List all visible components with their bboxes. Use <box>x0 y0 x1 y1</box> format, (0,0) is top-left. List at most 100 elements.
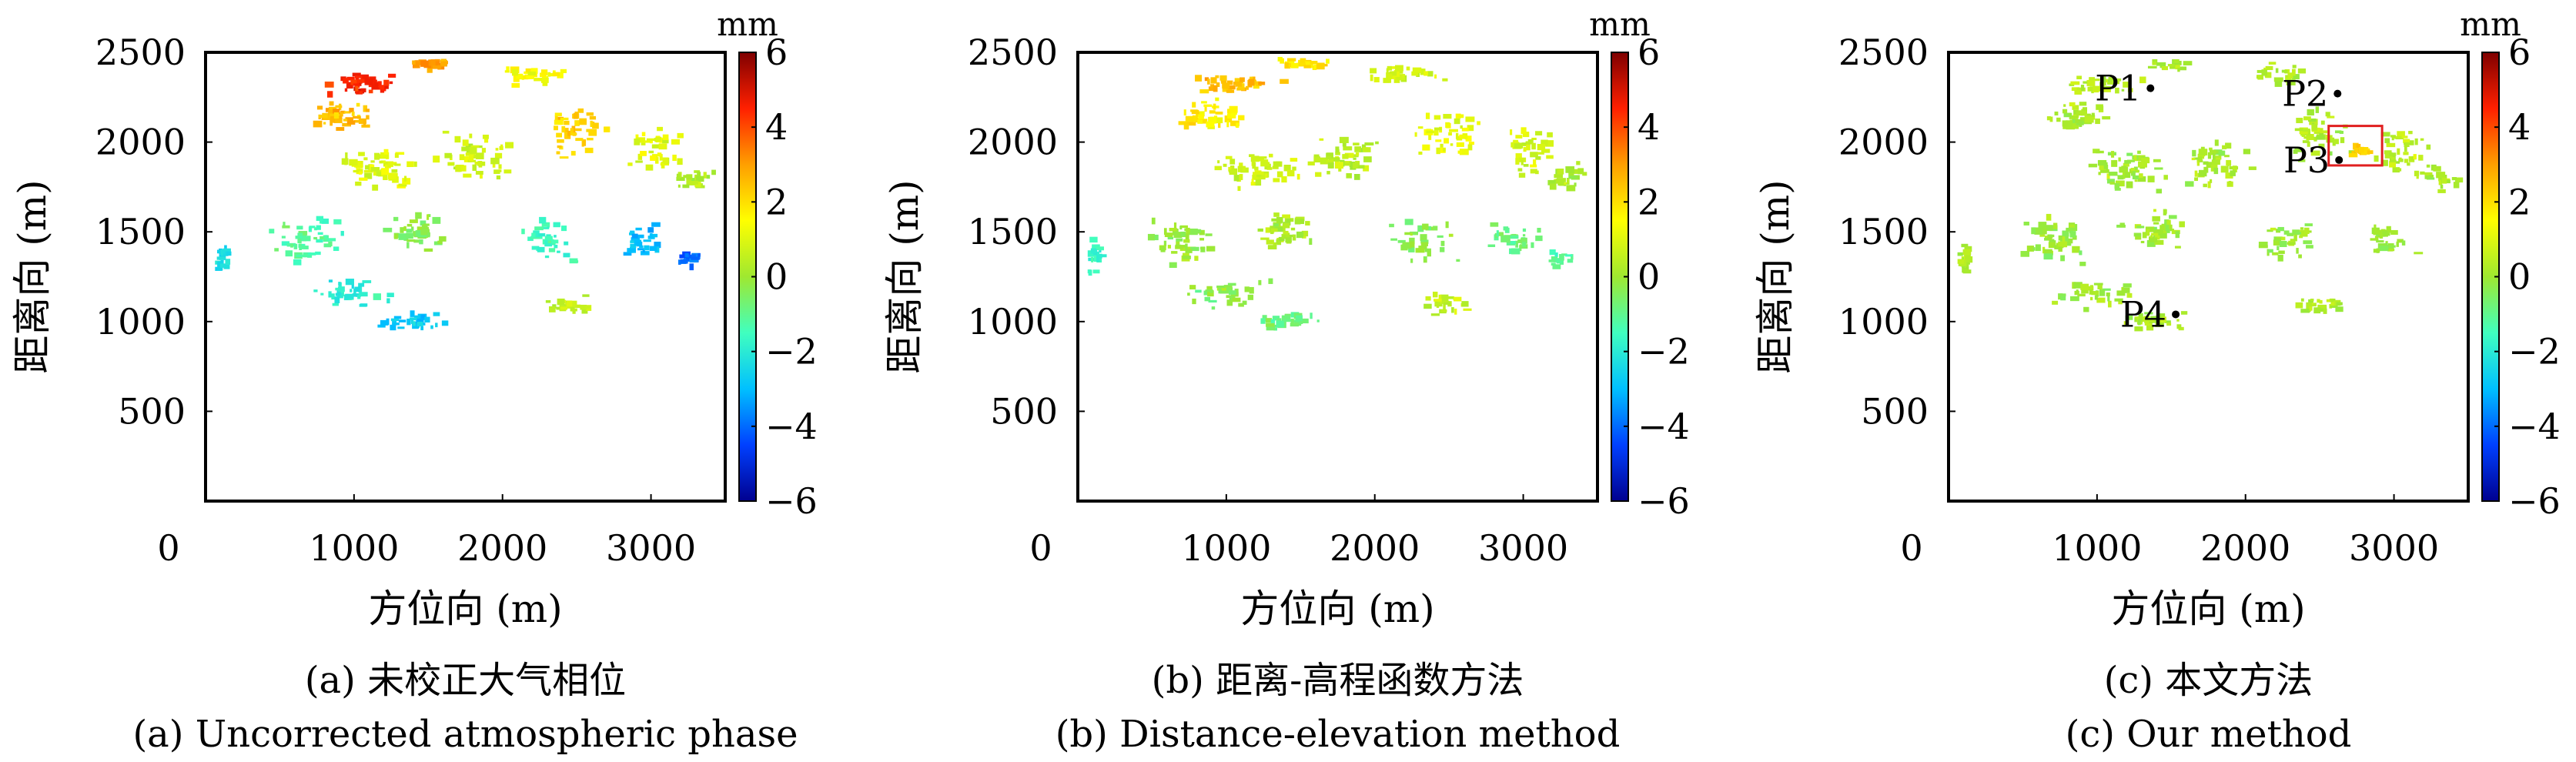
data-point <box>1326 155 1332 160</box>
data-point <box>2159 316 2166 323</box>
data-point <box>695 175 704 182</box>
data-point <box>1438 294 1442 300</box>
data-point <box>459 154 465 161</box>
scatter-points <box>1087 56 1587 331</box>
data-point <box>2136 155 2146 162</box>
data-point <box>2159 225 2165 231</box>
data-point <box>564 241 569 246</box>
data-point <box>657 126 664 132</box>
data-point <box>552 72 560 77</box>
data-point <box>2273 77 2283 82</box>
data-point <box>1531 142 1536 150</box>
data-point <box>521 229 525 235</box>
data-point <box>1276 320 1285 328</box>
data-point <box>411 226 414 231</box>
data-point <box>2134 326 2143 332</box>
data-point <box>428 59 433 66</box>
data-point <box>360 91 363 94</box>
scatter-points <box>215 58 716 331</box>
data-point <box>2070 81 2080 85</box>
data-point <box>1186 227 1190 234</box>
data-point <box>437 240 443 244</box>
data-point <box>2209 149 2216 155</box>
data-point <box>2407 162 2410 166</box>
data-point <box>2086 79 2096 86</box>
data-point <box>1357 165 1365 169</box>
data-point <box>2384 152 2393 159</box>
data-point <box>2106 82 2116 85</box>
data-point <box>1496 230 1499 237</box>
data-point <box>1265 173 1268 179</box>
y-tick-label: 1000 <box>1838 301 1929 343</box>
data-point <box>417 226 423 232</box>
data-point <box>1221 79 1227 84</box>
data-point <box>1326 171 1330 175</box>
data-point <box>2327 135 2333 139</box>
data-point <box>353 115 361 119</box>
data-point <box>398 183 407 187</box>
data-point <box>2154 239 2164 246</box>
data-point <box>2393 135 2403 139</box>
data-point <box>2275 68 2279 73</box>
data-point <box>537 246 545 252</box>
data-point <box>2373 229 2383 236</box>
data-point <box>506 66 510 72</box>
data-point <box>2303 227 2310 234</box>
data-point <box>2076 111 2081 115</box>
data-point <box>1294 321 1303 325</box>
data-point <box>1309 238 1313 246</box>
data-point <box>1213 103 1216 110</box>
data-point <box>2147 65 2157 69</box>
data-point <box>413 321 416 326</box>
data-point <box>2142 232 2147 239</box>
data-point <box>2303 240 2313 245</box>
data-point <box>343 111 351 114</box>
data-point <box>1295 317 1303 322</box>
data-point <box>403 226 406 231</box>
data-point <box>2198 169 2207 177</box>
point-marker <box>2172 310 2180 319</box>
data-point <box>1222 82 1230 89</box>
data-point <box>2300 309 2310 313</box>
data-point <box>1527 139 1534 145</box>
data-point <box>462 139 469 146</box>
data-point <box>406 239 416 242</box>
data-point <box>357 294 361 299</box>
data-point <box>321 218 330 224</box>
data-point <box>547 240 552 243</box>
y-tick-label: 2500 <box>968 32 1058 73</box>
data-point <box>1402 242 1412 249</box>
data-point <box>563 252 570 258</box>
data-point <box>2144 320 2153 326</box>
data-point <box>556 132 562 138</box>
data-point <box>1326 152 1333 159</box>
data-point <box>2304 223 2313 226</box>
data-point <box>281 241 290 246</box>
data-point <box>2319 299 2323 304</box>
data-point <box>557 145 562 149</box>
data-point <box>1454 308 1457 315</box>
data-point <box>349 159 358 166</box>
data-point <box>1422 223 1429 230</box>
data-point <box>512 69 519 76</box>
data-point <box>590 120 593 127</box>
data-point <box>641 142 646 145</box>
data-point <box>2311 124 2318 131</box>
data-point <box>580 304 587 310</box>
colorbar-tick-label: −6 <box>1638 480 1690 522</box>
data-point <box>420 326 424 331</box>
data-point <box>557 72 564 79</box>
data-point <box>1414 132 1417 137</box>
data-point <box>1326 159 1333 164</box>
data-point <box>374 152 380 160</box>
data-point <box>1281 175 1287 183</box>
data-point <box>586 112 594 116</box>
panel-a: 0 1000 2000 3000 500 1000 1500 2000 2500 方位向 (m) 距… <box>10 5 818 756</box>
data-point <box>637 234 644 239</box>
data-point <box>1530 152 1538 158</box>
data-point <box>2093 85 2101 91</box>
data-point <box>1236 122 1239 129</box>
x-tick-label: 0 <box>157 527 179 569</box>
data-point <box>1514 143 1524 149</box>
data-point <box>2198 156 2203 162</box>
